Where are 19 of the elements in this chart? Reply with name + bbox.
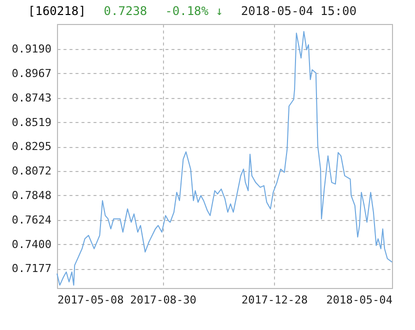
x-tick-label: 2017-05-08 xyxy=(58,294,124,306)
y-tick-label: 0.7624 xyxy=(12,213,52,226)
y-tick-label: 0.8295 xyxy=(12,140,52,154)
text: 0.7238 xyxy=(104,4,148,18)
x-tick-label: 2017-08-30 xyxy=(130,294,196,306)
y-tick-label: 0.7848 xyxy=(12,188,52,202)
y-tick-label: 0.8072 xyxy=(12,164,52,178)
y-tick-label: 0.7400 xyxy=(12,238,52,251)
y-tick-label: 0.8743 xyxy=(12,91,52,104)
y-tick-label: 0.8519 xyxy=(12,116,52,129)
line-series xyxy=(56,31,392,286)
text: 2018-05-04 15:00 xyxy=(240,4,357,18)
chart-title: [160218] xyxy=(28,4,86,18)
text: -0.18% ↓ xyxy=(165,4,223,18)
x-tick-label: 2017-12-28 xyxy=(242,294,308,306)
y-tick-label: 0.9190 xyxy=(12,42,52,56)
x-tick-label: 2018-05-04 xyxy=(326,294,393,306)
y-tick-label: 0.8967 xyxy=(12,66,52,80)
y-tick-label: 0.7177 xyxy=(12,262,52,276)
